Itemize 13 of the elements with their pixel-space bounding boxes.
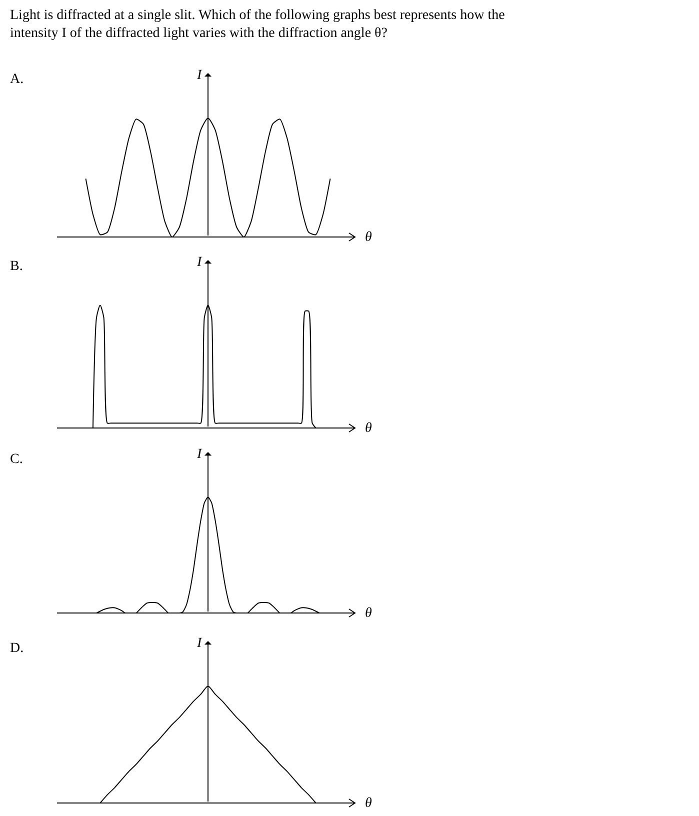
x-axis-title: θ bbox=[365, 421, 372, 436]
x-axis-title: θ bbox=[365, 606, 372, 621]
x-axis-title: θ bbox=[365, 796, 372, 811]
chart-title: C. bbox=[10, 452, 23, 467]
y-axis-title: I bbox=[196, 447, 203, 462]
y-axis-title: I bbox=[196, 636, 203, 651]
x-axis-title: θ bbox=[365, 230, 372, 245]
y-axis-title: I bbox=[196, 68, 203, 83]
text: Light is diffracted at a single slit. Which of the following graphs best represents how the intensity I of the diffracted light varies with the diffraction angle θ? bbox=[10, 8, 505, 42]
y-axis-title: I bbox=[196, 255, 203, 270]
chart-title: B. bbox=[10, 259, 23, 274]
chart-title: D. bbox=[10, 641, 24, 656]
chart-title: A. bbox=[10, 72, 24, 87]
